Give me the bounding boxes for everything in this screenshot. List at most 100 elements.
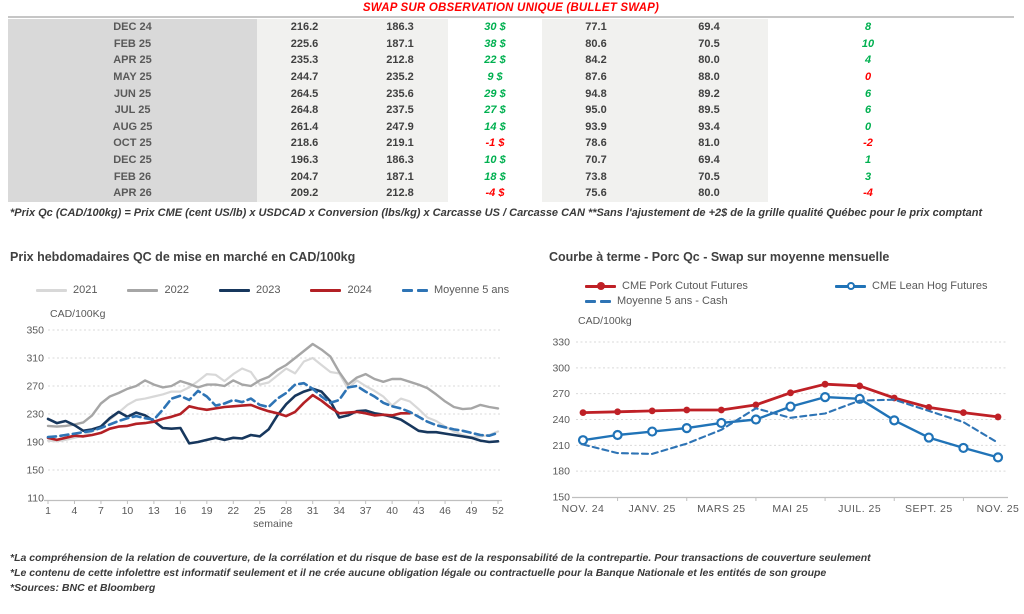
x-tick-label: 37 xyxy=(360,505,372,517)
value-cell: 80.6 xyxy=(542,35,650,53)
x-tick-label: JUIL. 25 xyxy=(838,503,881,515)
delta-cell: 0 xyxy=(768,118,1014,136)
month-cell: MAY 25 xyxy=(8,68,257,86)
y-tick-label: 190 xyxy=(26,437,44,449)
x-tick-label: 46 xyxy=(439,505,451,517)
value-cell: 73.8 xyxy=(542,168,650,185)
table-footnote: *Prix Qc (CAD/100kg) = Prix CME (cent US… xyxy=(10,207,983,219)
value-cell: 69.4 xyxy=(650,151,768,169)
delta-cell: 6 xyxy=(768,101,1014,119)
value-cell: 94.8 xyxy=(542,85,650,102)
value-cell: 235.2 xyxy=(352,68,448,86)
value-cell: 70.5 xyxy=(650,35,768,53)
value-cell: 261.4 xyxy=(257,118,352,136)
dashed-line-swatch xyxy=(401,288,428,292)
weekly-chart-legend: 2021 2022 2023 2024 Moyenne 5 ans xyxy=(36,284,509,296)
y-axis-unit-label: CAD/100Kg xyxy=(50,308,106,320)
y-tick-label: 150 xyxy=(552,492,570,504)
value-cell: 87.6 xyxy=(542,68,650,86)
swap-value-cell: 18 $ xyxy=(448,168,542,185)
x-tick-label: 31 xyxy=(307,505,319,517)
x-tick-label: NOV. 24 xyxy=(562,503,605,515)
x-tick-label: MAI 25 xyxy=(772,503,808,515)
x-tick-label: 28 xyxy=(280,505,292,517)
table-row: FEB 25 225.6 187.1 38 $80.6 70.5 10 xyxy=(8,35,1014,53)
y-tick-label: 150 xyxy=(26,465,44,477)
x-tick-label: 52 xyxy=(492,505,504,517)
delta-cell: 6 xyxy=(768,85,1014,102)
x-tick-label: SEPT. 25 xyxy=(905,503,953,515)
legend-row: Moyenne 5 ans - Cash xyxy=(585,295,728,307)
line-swatch xyxy=(127,288,159,292)
month-cell: AUG 25 xyxy=(8,118,257,136)
table-row: JUN 25 264.5 235.6 29 $94.8 89.2 6 xyxy=(8,85,1014,102)
swap-value-cell: 38 $ xyxy=(448,35,542,53)
x-tick-label: MARS 25 xyxy=(697,503,745,515)
legend-item: 2021 xyxy=(36,284,97,296)
header-rule xyxy=(8,16,1014,18)
x-tick-label: 7 xyxy=(98,505,104,517)
legend-label: 2023 xyxy=(255,284,281,296)
value-cell: 89.5 xyxy=(650,101,768,119)
swap-table: DEC 24 216.2 186.3 30 $77.1 69.4 8 FEB 25 225.6… xyxy=(8,19,1014,202)
table-row: AUG 25 261.4 247.9 14 $93.9 93.4 0 xyxy=(8,118,1014,136)
legend-item: Moyenne 5 ans xyxy=(401,284,510,296)
line-swatch xyxy=(218,288,250,292)
x-tick-label: 10 xyxy=(122,505,134,517)
line-swatch xyxy=(835,282,866,290)
forward-chart-legend: CME Pork Cutout Futures CME Lean Hog Futu… xyxy=(585,280,988,307)
x-tick-label: 43 xyxy=(413,505,425,517)
month-cell: DEC 24 xyxy=(8,19,257,36)
table-row: OCT 25 218.6 219.1 -1 $78.6 81.0 -2 xyxy=(8,135,1014,152)
value-cell: 218.6 xyxy=(257,135,352,152)
swap-value-cell: -1 $ xyxy=(448,135,542,152)
swap-value-cell: 9 $ xyxy=(448,68,542,86)
legend-label: Moyenne 5 ans xyxy=(433,284,510,296)
value-cell: 264.5 xyxy=(257,85,352,102)
table-row: MAY 25 244.7 235.2 9 $87.6 88.0 0 xyxy=(8,68,1014,86)
delta-cell: 10 xyxy=(768,35,1014,53)
line-swatch xyxy=(36,288,67,292)
x-tick-label: 22 xyxy=(227,505,239,517)
line-swatch xyxy=(585,282,616,290)
sources-line: *Sources: BNC et Bloomberg xyxy=(10,582,156,594)
y-tick-label: 270 xyxy=(552,388,570,400)
x-tick-label: 34 xyxy=(333,505,345,517)
value-cell: 247.9 xyxy=(352,118,448,136)
swap-value-cell: 10 $ xyxy=(448,151,542,169)
line-swatch xyxy=(310,288,342,292)
delta-cell: 3 xyxy=(768,168,1014,185)
value-cell: 186.3 xyxy=(352,151,448,169)
x-tick-label: 13 xyxy=(148,505,160,517)
value-cell: 78.6 xyxy=(542,135,650,152)
value-cell: 93.9 xyxy=(542,118,650,136)
value-cell: 70.7 xyxy=(542,151,650,169)
value-cell: 80.0 xyxy=(650,52,768,69)
x-tick-label: JANV. 25 xyxy=(628,503,675,515)
delta-cell: 8 xyxy=(768,19,1014,36)
y-tick-label: 240 xyxy=(552,414,570,426)
x-tick-label: 1 xyxy=(45,505,51,517)
value-cell: 237.5 xyxy=(352,101,448,119)
y-tick-label: 310 xyxy=(26,353,44,365)
table-row: APR 25 235.3 212.8 22 $84.2 80.0 4 xyxy=(8,52,1014,69)
table-row: DEC 24 216.2 186.3 30 $77.1 69.4 8 xyxy=(8,19,1014,36)
y-tick-label: 350 xyxy=(26,325,44,337)
legend-item: CME Lean Hog Futures xyxy=(835,280,988,292)
disclaimer-line-1: *La compréhension de la relation de couv… xyxy=(10,552,871,564)
month-cell: FEB 26 xyxy=(8,168,257,185)
y-axis-unit-label: CAD/100kg xyxy=(578,315,632,327)
value-cell: 88.0 xyxy=(650,68,768,86)
legend-label: CME Lean Hog Futures xyxy=(872,280,988,292)
legend-label: Moyenne 5 ans - Cash xyxy=(617,295,728,307)
value-cell: 81.0 xyxy=(650,135,768,152)
value-cell: 235.6 xyxy=(352,85,448,102)
value-cell: 187.1 xyxy=(352,35,448,53)
swap-value-cell: -4 $ xyxy=(448,184,542,202)
swap-value-cell: 30 $ xyxy=(448,19,542,36)
value-cell: 212.8 xyxy=(352,184,448,202)
value-cell: 209.2 xyxy=(257,184,352,202)
month-cell: FEB 25 xyxy=(8,35,257,53)
